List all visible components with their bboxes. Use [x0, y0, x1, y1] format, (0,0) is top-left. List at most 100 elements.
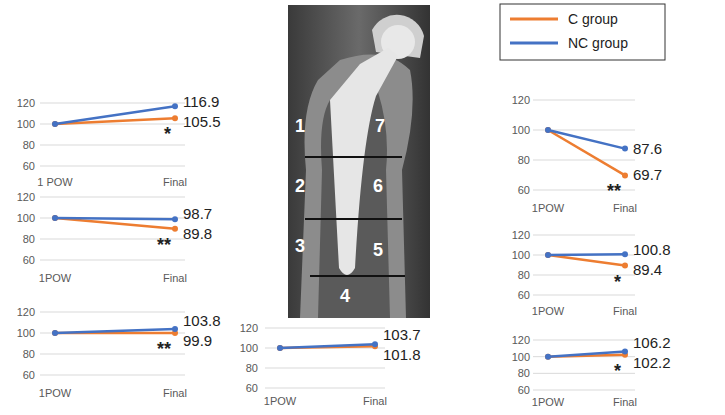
series-line [548, 253, 625, 256]
category-label: 1POW [264, 395, 297, 407]
line-chart: 60801001201POWFinal98.789.8** [17, 191, 213, 284]
category-label: Final [613, 305, 637, 317]
category-label: Final [363, 395, 387, 407]
significance: * [614, 272, 621, 292]
zone-number: 4 [340, 286, 350, 306]
point [622, 146, 628, 152]
category-label: 1 POW [37, 176, 73, 188]
grid-line [40, 312, 185, 313]
zone-number: 3 [295, 236, 305, 256]
grid-line [533, 100, 635, 101]
plot-marks [545, 127, 628, 178]
grid-line [40, 166, 185, 167]
tick-label: 120 [240, 322, 258, 334]
point [622, 263, 628, 269]
tick-label: 100 [240, 342, 258, 354]
point [545, 127, 551, 133]
tick-label: 100 [17, 327, 35, 339]
grid-line [533, 390, 635, 391]
legend-label: NC group [568, 35, 628, 51]
category-label: 1POW [532, 396, 565, 408]
point [545, 354, 551, 360]
tick-label: 100 [17, 212, 35, 224]
tick-label: 80 [23, 233, 35, 245]
tick-label: 100 [17, 118, 35, 130]
category-label: Final [613, 396, 637, 408]
point [52, 121, 58, 127]
significance: * [164, 124, 171, 144]
point [277, 345, 283, 351]
category-label: Final [163, 387, 187, 399]
zone-line [305, 156, 402, 158]
point [52, 215, 58, 221]
point [372, 341, 378, 347]
category-label: 1POW [532, 202, 565, 214]
tick-label: 60 [23, 369, 35, 381]
significance: ** [157, 339, 171, 359]
grid-line [533, 235, 635, 236]
tick-label: 100 [512, 351, 530, 363]
tick-label: 80 [246, 362, 258, 374]
category-label: 1POW [532, 305, 565, 317]
series-line [280, 344, 375, 348]
tick-label: 60 [518, 289, 530, 301]
tick-label: 80 [23, 139, 35, 151]
value-label: 105.5 [183, 113, 221, 130]
point [172, 226, 178, 232]
tick-label: 60 [246, 382, 258, 394]
plot-marks [52, 103, 178, 127]
tick-label: 120 [17, 97, 35, 109]
legend: C groupNC group [500, 4, 665, 60]
series-line [548, 255, 625, 266]
grid-line [40, 260, 185, 261]
series-line [548, 352, 625, 357]
grid-line [265, 368, 385, 369]
category-label: Final [163, 176, 187, 188]
value-label: 98.7 [183, 205, 212, 222]
point [622, 251, 628, 257]
point [172, 216, 178, 222]
line-chart: 60801001201POWFinal106.2102.2* [512, 334, 671, 408]
value-label: 103.8 [183, 312, 221, 329]
category-label: Final [163, 272, 187, 284]
line-chart: 60801001201POWFinal103.899.9** [17, 306, 221, 399]
line-chart: 60801001201 POWFinal116.9105.5* [17, 93, 221, 188]
zone-number: 5 [373, 240, 383, 260]
tick-label: 100 [512, 249, 530, 261]
value-label: 69.7 [633, 166, 662, 183]
radiograph: 1234567 [288, 5, 430, 318]
tick-label: 60 [518, 184, 530, 196]
figure: 123456760801001201 POWFinal116.9105.5*60… [0, 0, 725, 415]
line-chart: 60801001201POWFinal100.889.4* [512, 229, 671, 317]
grid-line [265, 328, 385, 329]
series-line [548, 130, 625, 149]
radiograph-background [288, 5, 430, 318]
point [172, 326, 178, 332]
point [545, 127, 551, 133]
series-line [55, 106, 175, 124]
plot-marks [545, 349, 628, 360]
zone-line [310, 275, 405, 277]
line-chart: 60801001201POWFinal87.669.7** [512, 94, 663, 214]
grid-line [40, 103, 185, 104]
tick-label: 60 [23, 160, 35, 172]
point [622, 349, 628, 355]
value-label: 101.8 [383, 346, 421, 363]
series-line [55, 218, 175, 219]
plot-marks [52, 215, 178, 232]
plot-marks [277, 341, 378, 351]
value-label: 89.8 [183, 225, 212, 242]
point [277, 345, 283, 351]
tick-label: 80 [518, 269, 530, 281]
point [52, 330, 58, 336]
point [622, 172, 628, 178]
zone-number: 7 [375, 116, 385, 136]
zone-line [305, 218, 402, 220]
tick-label: 80 [518, 154, 530, 166]
legend-swatch [510, 18, 558, 21]
plot-marks [52, 326, 178, 336]
tick-label: 100 [512, 124, 530, 136]
value-label: 87.6 [633, 140, 662, 157]
point [52, 215, 58, 221]
tick-label: 120 [512, 334, 530, 346]
